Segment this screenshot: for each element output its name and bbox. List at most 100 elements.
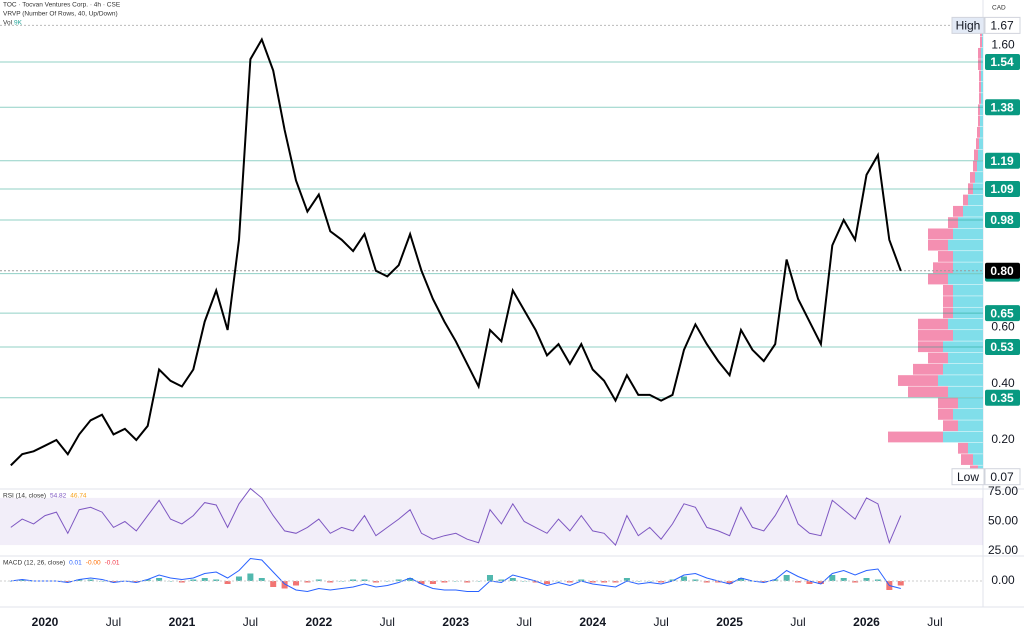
profile-up	[981, 81, 983, 93]
x-tick-label: 2023	[442, 615, 469, 629]
macd-histogram-bar	[384, 581, 391, 582]
macd-histogram-bar	[703, 581, 710, 583]
macd-histogram-bar	[87, 579, 94, 581]
macd-histogram-bar	[64, 581, 71, 583]
pane-title: MACD (12, 26, close)	[3, 560, 65, 567]
y-tick-label: 1.60	[991, 37, 1015, 51]
macd-histogram-bar	[201, 578, 208, 581]
macd-histogram-bar	[258, 578, 265, 581]
profile-up	[938, 375, 983, 386]
low-tag-box	[951, 468, 985, 486]
level-label: 1.19	[990, 154, 1014, 168]
macd-histogram-bar	[99, 581, 106, 582]
macd-histogram-bar	[190, 579, 197, 581]
volume-label: Vol	[3, 20, 13, 27]
profile-down	[943, 284, 953, 296]
macd-histogram-bar	[601, 581, 608, 583]
level-label-box	[985, 338, 1020, 355]
x-tick-label: Jul	[517, 615, 532, 629]
high-value-box	[984, 16, 1021, 34]
macd-line	[10, 557, 901, 593]
profile-up	[953, 251, 983, 262]
low-value-box	[984, 468, 1021, 486]
profile-up	[982, 36, 983, 48]
profile-up	[981, 93, 983, 104]
profile-down	[978, 115, 980, 127]
profile-down	[918, 341, 943, 353]
profile-up	[953, 262, 983, 274]
macd-histogram-bar	[852, 581, 859, 583]
profile-down	[943, 307, 953, 319]
macd-histogram-bar	[418, 581, 425, 584]
macd-histogram-bar	[429, 581, 436, 584]
level-label-box	[985, 54, 1020, 71]
level-label-box	[985, 152, 1020, 169]
profile-up	[953, 409, 983, 420]
macd-histogram-bar	[178, 581, 185, 583]
macd-histogram-bar	[475, 581, 482, 582]
y-tick-label: 0.00	[991, 573, 1015, 587]
profile-up	[948, 352, 983, 364]
profile-up	[979, 138, 983, 150]
y-tick-label: 0.40	[991, 376, 1015, 390]
macd-histogram-bar	[635, 581, 642, 582]
profile-down	[979, 70, 981, 82]
macd-histogram-bar	[293, 581, 300, 586]
macd-histogram-bar	[19, 579, 26, 581]
y-tick-label: 50.00	[988, 514, 1018, 528]
macd-histogram-bar	[760, 581, 767, 583]
x-tick-label: Jul	[927, 615, 942, 629]
profile-down	[953, 205, 963, 217]
macd-histogram-bar	[874, 579, 881, 581]
macd-histogram-bar	[327, 581, 334, 583]
macd-histogram-bar	[669, 579, 676, 581]
macd-histogram-bar	[692, 579, 699, 581]
indicator-title: VRVP (Number Of Rows, 40, Up/Down)	[3, 11, 118, 18]
macd-histogram-bar	[532, 581, 539, 583]
macd-histogram-bar	[612, 581, 619, 583]
macd-histogram-bar	[897, 581, 904, 586]
profile-up	[948, 239, 983, 251]
macd-histogram-bar	[840, 578, 847, 581]
level-label: 0.35	[990, 391, 1014, 405]
x-tick-label: Jul	[790, 615, 805, 629]
macd-histogram-bar	[395, 579, 402, 581]
low-tag: Low	[957, 470, 979, 484]
macd-histogram-bar	[578, 579, 585, 581]
level-label-box	[985, 212, 1020, 229]
profile-up	[943, 431, 983, 443]
macd-histogram-bar	[486, 575, 493, 581]
macd-histogram-bar	[498, 579, 505, 581]
level-label-box	[985, 180, 1020, 197]
profile-down	[970, 172, 975, 183]
profile-up	[943, 363, 983, 375]
profile-down	[980, 36, 982, 48]
x-tick-label: 2022	[305, 615, 332, 629]
y-tick-label: 25.00	[988, 543, 1018, 557]
x-tick-label: Jul	[380, 615, 395, 629]
y-tick-label: 75.00	[988, 484, 1018, 498]
level-label: 0.53	[990, 340, 1014, 354]
profile-up	[953, 330, 983, 341]
pane-title: RSI (14, close)	[3, 493, 46, 500]
x-tick-label: 2021	[169, 615, 196, 629]
profile-down	[888, 431, 943, 443]
profile-up	[968, 442, 983, 454]
profile-up	[953, 307, 983, 319]
level-label: 1.09	[990, 182, 1014, 196]
macd-histogram-bar	[829, 575, 836, 581]
profile-down	[976, 138, 979, 150]
x-tick-label: Jul	[106, 615, 121, 629]
pane-readout: -0.00	[86, 560, 101, 567]
rsi-band	[0, 497, 983, 546]
profile-up	[975, 172, 983, 183]
macd-histogram-bar	[555, 581, 562, 582]
profile-up	[948, 386, 983, 398]
macd-histogram-bar	[407, 578, 414, 581]
macd-histogram-bar	[441, 581, 448, 583]
profile-down	[938, 251, 953, 262]
x-tick-label: 2026	[853, 615, 880, 629]
y-tick-label: 0.60	[991, 319, 1015, 333]
pane-readout: 0.01	[69, 560, 82, 567]
